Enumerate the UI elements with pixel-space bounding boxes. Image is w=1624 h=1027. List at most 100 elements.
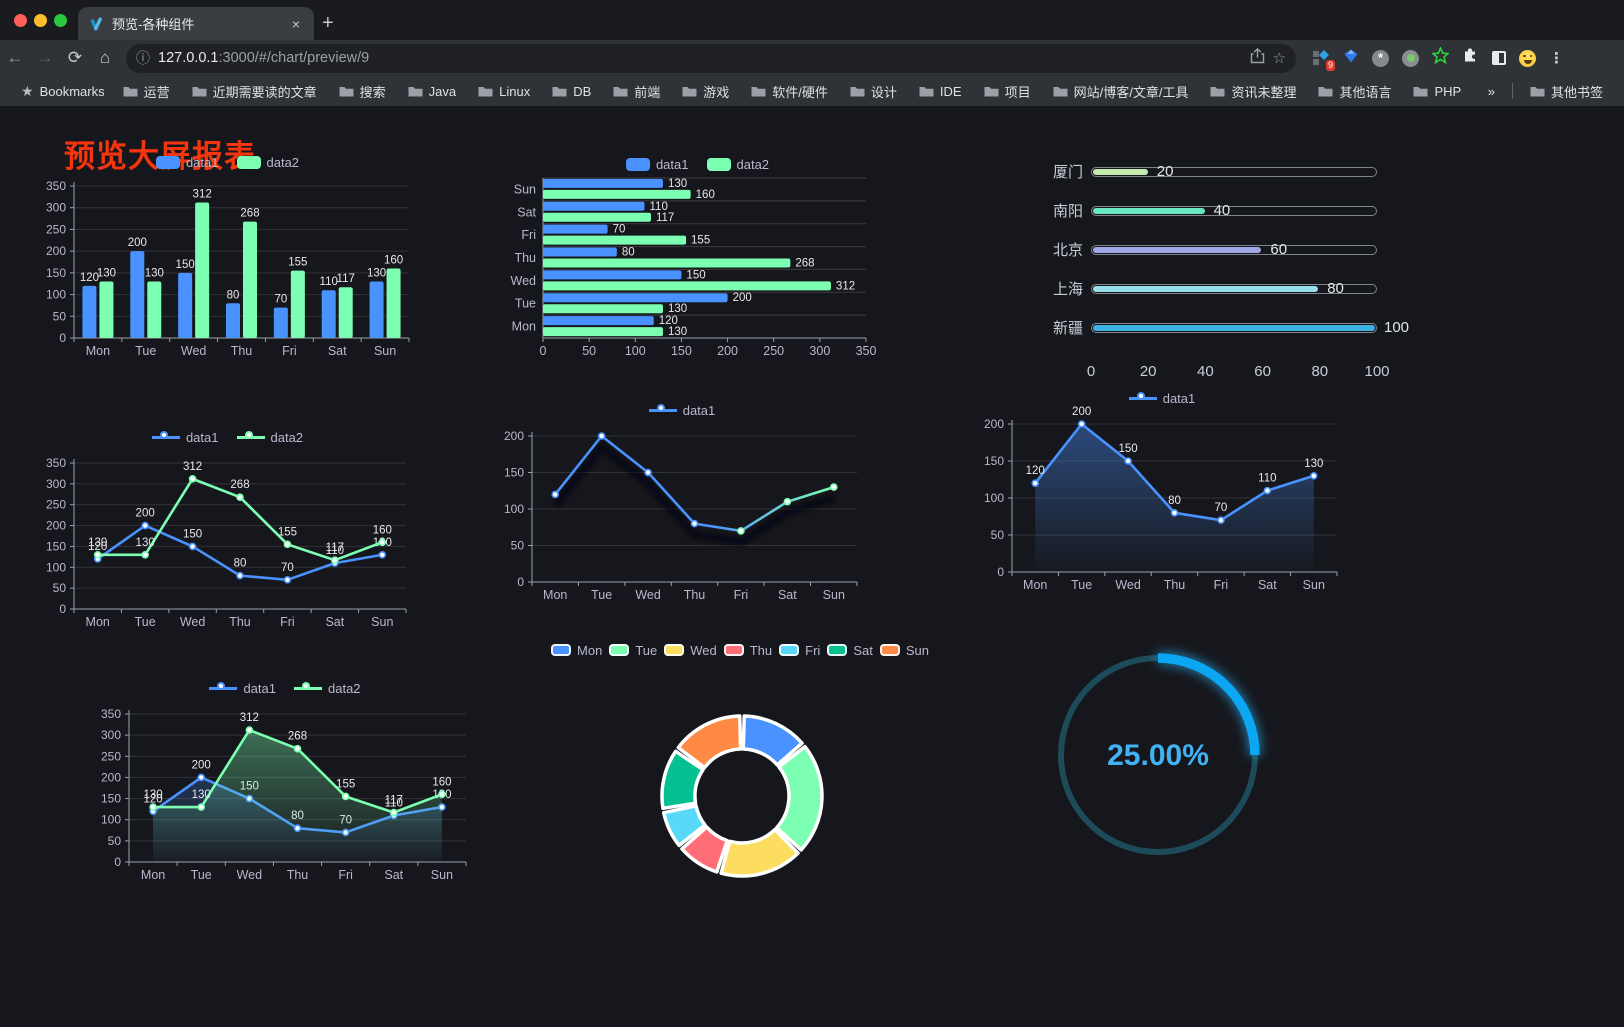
- svg-text:0: 0: [59, 602, 66, 616]
- bookmarks-bar: ★ Bookmarks 运营 近期需要读的文章 搜索 Java Linux DB 前端 游戏软…: [0, 76, 1624, 106]
- legend-item[interactable]: Tue: [609, 643, 657, 658]
- legend-item[interactable]: data2: [236, 430, 303, 445]
- address-bar[interactable]: ⓘ 127.0.0.1:3000/#/chart/preview/9 ☆: [126, 43, 1296, 73]
- bookmark-folder[interactable]: 软件/硬件: [742, 79, 837, 104]
- bookmark-folder[interactable]: 游戏: [673, 79, 738, 104]
- bookmark-folder[interactable]: 前端: [604, 79, 669, 104]
- forward-icon[interactable]: →: [36, 48, 54, 67]
- minimize-window-button[interactable]: [34, 14, 47, 27]
- svg-text:312: 312: [240, 712, 259, 724]
- svg-text:Mon: Mon: [86, 344, 110, 358]
- svg-text:Mon: Mon: [141, 868, 165, 882]
- legend-item[interactable]: data2: [706, 157, 769, 172]
- svg-text:155: 155: [278, 526, 297, 538]
- bookmark-folder[interactable]: 运营: [114, 79, 179, 104]
- grouped-bar-chart: data1 data2 0 50 100 150 200 250 300 350 Mon Tue Wed…: [40, 150, 415, 362]
- svg-text:150: 150: [101, 792, 121, 806]
- svg-text:Mon: Mon: [512, 320, 536, 334]
- bookmark-folder[interactable]: IDE: [910, 81, 971, 102]
- bookmarks-root[interactable]: ★ Bookmarks: [21, 82, 105, 99]
- legend-item[interactable]: data2: [294, 681, 361, 696]
- legend-marker: [209, 682, 238, 694]
- progress-row: 厦门 20: [1037, 161, 1377, 182]
- legend-label: Wed: [690, 642, 717, 658]
- svg-text:130: 130: [88, 537, 107, 549]
- svg-text:250: 250: [46, 222, 66, 236]
- sidebar-extension-icon[interactable]: [1492, 51, 1506, 65]
- svg-text:120: 120: [1026, 465, 1045, 477]
- site-info-icon[interactable]: ⓘ: [136, 50, 150, 66]
- tab-close-icon[interactable]: ×: [291, 15, 300, 32]
- legend-item[interactable]: data1: [625, 157, 689, 172]
- bookmark-folder[interactable]: 搜索: [330, 79, 395, 104]
- svg-text:312: 312: [193, 189, 212, 201]
- bookmark-star-icon[interactable]: ☆: [1272, 50, 1286, 67]
- legend-marker: [609, 644, 630, 656]
- close-window-button[interactable]: [14, 14, 27, 27]
- legend-marker: [648, 404, 677, 416]
- back-icon[interactable]: ←: [6, 48, 24, 67]
- share-icon[interactable]: [1250, 48, 1265, 68]
- progress-value: 80: [1327, 279, 1344, 297]
- legend-item[interactable]: Sun: [879, 642, 929, 658]
- bookmark-folder[interactable]: 近期需要读的文章: [183, 79, 326, 104]
- url-text[interactable]: 127.0.0.1:3000/#/chart/preview/9: [158, 50, 370, 66]
- home-icon[interactable]: ⌂: [99, 48, 111, 67]
- legend-item[interactable]: data1: [648, 403, 715, 418]
- svg-text:117: 117: [337, 273, 355, 285]
- bookmark-folder[interactable]: Linux: [469, 81, 539, 102]
- svg-text:130: 130: [367, 268, 386, 280]
- other-bookmarks[interactable]: 其他书签: [1521, 79, 1612, 104]
- legend-label: Sat: [853, 642, 873, 658]
- legend-item[interactable]: Thu: [723, 643, 772, 658]
- svg-text:268: 268: [230, 479, 249, 491]
- dot-extension-icon[interactable]: [1402, 49, 1419, 67]
- extension-grid-icon[interactable]: 9: [1312, 49, 1335, 71]
- legend-item[interactable]: data1: [151, 430, 219, 445]
- maximize-window-button[interactable]: [54, 14, 67, 27]
- legend-item[interactable]: data2: [236, 155, 299, 170]
- legend-item[interactable]: Mon: [551, 643, 602, 658]
- svg-text:80: 80: [1168, 495, 1181, 507]
- legend-item[interactable]: data1: [155, 155, 219, 170]
- bookmarks-overflow-chevron[interactable]: »: [1487, 83, 1495, 99]
- menu-dots-icon[interactable]: ⋮: [1549, 50, 1564, 67]
- legend-label: Sun: [905, 642, 929, 658]
- puzzle-extension-icon[interactable]: [1462, 47, 1479, 69]
- bookmark-folder[interactable]: DB: [543, 81, 600, 102]
- profile-avatar[interactable]: [1519, 49, 1536, 67]
- reload-icon[interactable]: ⟳: [67, 48, 83, 67]
- bookmark-folder[interactable]: Java: [399, 81, 465, 102]
- bookmark-folder[interactable]: 其他语言: [1309, 79, 1400, 104]
- progress-fill: [1093, 168, 1148, 175]
- legend-item[interactable]: data1: [209, 681, 276, 696]
- browser-tab[interactable]: 预览-各种组件 ×: [78, 7, 314, 40]
- chart-legend: data1 data2: [95, 676, 475, 700]
- svg-text:200: 200: [984, 417, 1004, 431]
- svg-text:Sat: Sat: [384, 868, 403, 882]
- legend-item[interactable]: data1: [1128, 391, 1195, 406]
- svg-text:50: 50: [511, 539, 525, 553]
- new-tab-button[interactable]: +: [322, 12, 334, 34]
- svg-text:200: 200: [717, 344, 738, 358]
- chart-canvas: 0 50 100 150 200 250 300 350 Mon Tue Wed Thu Fri Sat S…: [46, 179, 410, 358]
- svg-text:150: 150: [46, 266, 66, 280]
- bookmark-folder[interactable]: 网站/博客/文章/工具: [1044, 79, 1198, 104]
- star-extension-icon[interactable]: [1430, 45, 1451, 69]
- svg-text:312: 312: [183, 461, 202, 473]
- bookmark-folder[interactable]: 项目: [975, 79, 1040, 104]
- bookmark-folder[interactable]: PHP: [1404, 81, 1470, 102]
- progress-label: 北京: [1052, 242, 1083, 259]
- svg-text:200: 200: [1072, 406, 1091, 418]
- legend-item[interactable]: Sat: [827, 643, 873, 658]
- bookmark-folder[interactable]: 设计: [841, 79, 906, 104]
- legend-item[interactable]: Wed: [664, 643, 717, 658]
- svg-text:80: 80: [227, 289, 240, 301]
- svg-text:Fri: Fri: [1214, 578, 1229, 592]
- bookmark-folder[interactable]: 资讯未整理: [1201, 79, 1305, 104]
- progress-track: 100: [1091, 319, 1409, 336]
- asterisk-extension-icon[interactable]: *: [1372, 49, 1389, 67]
- legend-item[interactable]: Fri: [779, 643, 820, 658]
- gem-extension-icon[interactable]: [1343, 48, 1359, 69]
